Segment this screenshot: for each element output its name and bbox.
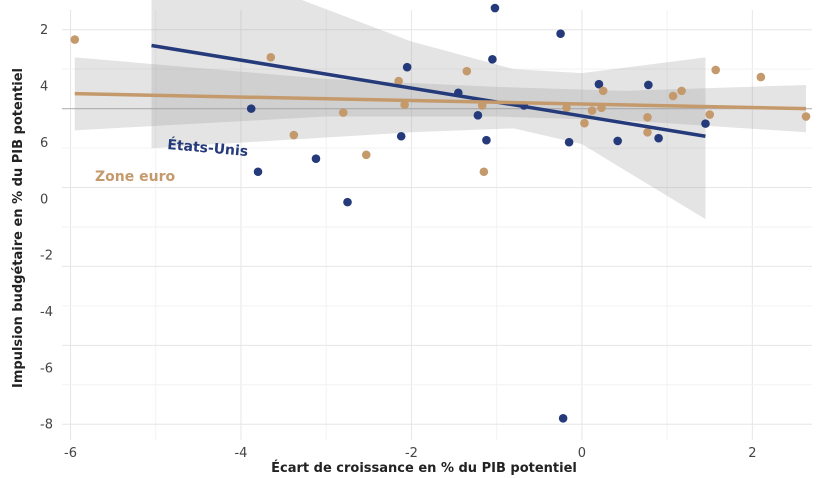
x-tick-label: -4	[234, 446, 247, 461]
fit-line	[74, 91, 807, 111]
data-point	[654, 133, 663, 143]
data-point	[587, 106, 597, 115]
data-point	[400, 100, 409, 109]
y-axis-title: Impulsion budgétaire en % du PIB potenti…	[11, 68, 26, 388]
data-point	[266, 53, 276, 62]
data-point	[289, 130, 299, 140]
data-point	[361, 150, 371, 160]
x-tick-label: 2	[748, 446, 756, 461]
series-label-etats-unis: États-Unis	[167, 136, 249, 160]
data-point	[473, 111, 483, 120]
data-point	[311, 154, 321, 164]
data-point	[394, 76, 403, 86]
data-point	[402, 62, 412, 72]
data-point	[668, 91, 678, 101]
data-point	[482, 135, 491, 145]
data-point	[556, 29, 565, 38]
data-point	[462, 66, 472, 76]
series-label-zone-euro: Zone euro	[95, 169, 175, 185]
tick-labels: -6 -4 -2 0 2 2 4 6 0 -2 -4 -6 -8	[40, 23, 756, 461]
data-points	[70, 3, 811, 423]
y-tick-label: 6	[40, 136, 48, 151]
data-point	[490, 3, 500, 13]
y-tick-label: 2	[40, 23, 48, 38]
data-point	[644, 80, 653, 90]
data-point	[613, 136, 622, 146]
data-point	[558, 414, 568, 423]
confidence-bands	[74, 0, 807, 220]
data-point	[711, 65, 720, 75]
data-point	[598, 86, 608, 96]
data-point	[756, 72, 766, 82]
fit-lines	[74, 43, 807, 138]
data-point	[396, 131, 406, 141]
data-point	[562, 103, 571, 113]
fit-line	[151, 43, 706, 138]
y-tick-label: 0	[40, 192, 48, 207]
y-tick-label: -8	[40, 418, 53, 433]
confidence-band	[74, 57, 807, 133]
data-point	[594, 79, 604, 89]
x-tick-label: 0	[578, 446, 586, 461]
x-tick-label: -2	[405, 446, 418, 461]
data-point	[801, 112, 811, 121]
grid	[62, 10, 812, 440]
data-point	[246, 104, 256, 113]
data-point	[479, 167, 489, 177]
x-axis-title: Écart de croissance en % du PIB potentie…	[271, 460, 577, 476]
data-point	[564, 137, 574, 147]
y-tick-label: 4	[40, 80, 48, 95]
data-point	[705, 110, 715, 119]
y-tick-label: -4	[40, 305, 53, 320]
x-tick-label: -6	[64, 446, 77, 461]
confidence-band	[151, 0, 706, 220]
data-point	[643, 127, 652, 137]
data-point	[253, 167, 263, 177]
data-point	[343, 197, 352, 207]
data-point	[338, 108, 348, 117]
data-point	[580, 118, 589, 128]
data-point	[70, 35, 80, 44]
data-point	[643, 113, 652, 122]
data-point	[677, 86, 686, 96]
data-point	[488, 55, 497, 64]
y-tick-label: -2	[40, 249, 53, 264]
y-tick-label: -6	[40, 361, 53, 376]
data-point	[701, 119, 710, 128]
